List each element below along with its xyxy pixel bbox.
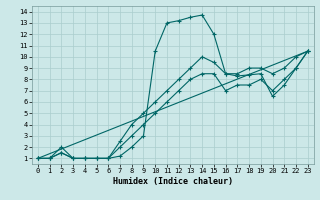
X-axis label: Humidex (Indice chaleur): Humidex (Indice chaleur) xyxy=(113,177,233,186)
